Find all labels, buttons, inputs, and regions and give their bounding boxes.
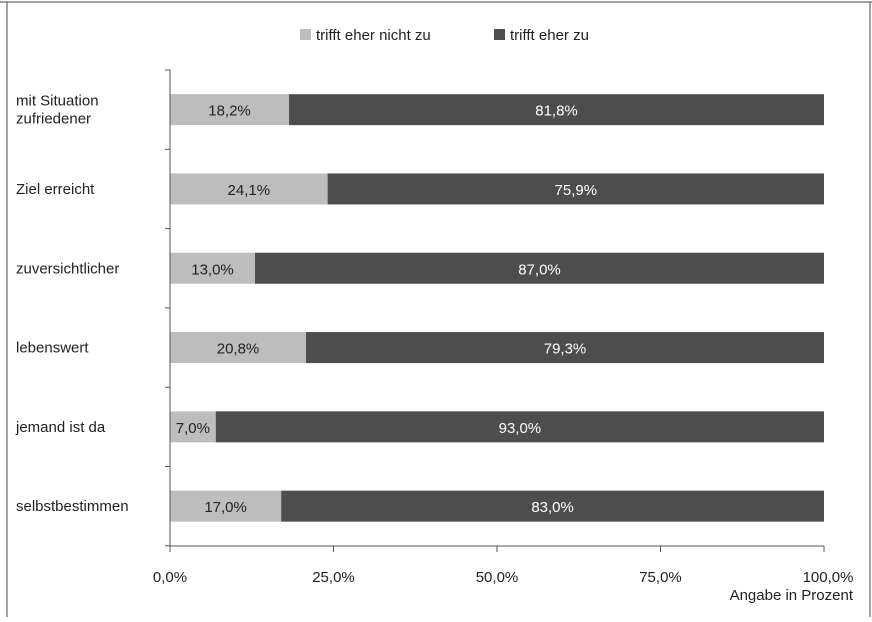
bar-value-label: 7,0%: [176, 420, 210, 437]
bar-segment: [170, 490, 282, 522]
legend: trifft eher nicht zu trifft eher zu: [300, 27, 589, 44]
x-tick-label: 0,0%: [153, 569, 187, 586]
bar-segment: [170, 332, 307, 364]
category-label: Ziel erreicht: [16, 181, 95, 198]
bar-value-label: 20,8%: [217, 341, 260, 358]
bar-value-label: 83,0%: [531, 499, 574, 516]
bar-segment: [170, 252, 256, 284]
bar-value-label: 13,0%: [191, 261, 234, 278]
bar-value-label: 79,3%: [544, 341, 587, 358]
bar-segment: [281, 490, 824, 522]
legend-label-nicht-zu: trifft eher nicht zu: [316, 27, 431, 44]
legend-swatch-zu: [494, 29, 505, 40]
category-label: mit Situation zufriedener: [16, 93, 99, 128]
x-tick-label: 75,0%: [639, 569, 682, 586]
legend-label-zu: trifft eher zu: [510, 27, 589, 44]
category-label: zuversichtlicher: [16, 260, 119, 277]
category-label: selbstbestimmen: [16, 498, 129, 515]
bars-group: 18,2% 81,8% 24,1% 75,9% 13,0% 87,0% 20,8% 79,3%…: [170, 94, 825, 522]
category-label: lebenswert: [16, 340, 89, 357]
bar-value-label: 93,0%: [499, 420, 542, 437]
bar-value-label: 81,8%: [535, 103, 578, 120]
bar-segment: [215, 411, 824, 443]
bar-value-label: 24,1%: [228, 182, 271, 199]
x-axis-title: Angabe in Prozent: [730, 587, 854, 604]
bar-value-label: 17,0%: [204, 499, 247, 516]
x-tick-label: 50,0%: [476, 569, 519, 586]
bar-value-label: 75,9%: [555, 182, 598, 199]
bar-segment: [170, 173, 328, 205]
bar-segment: [170, 94, 290, 126]
x-tick-label: 100,0%: [803, 569, 854, 586]
axes: 0,0% 25,0% 50,0% 75,0% 100,0%Angabe in Proze…: [153, 69, 854, 604]
bar-segment: [306, 332, 825, 364]
bar-segment: [170, 411, 216, 443]
bar-segment: [255, 252, 824, 284]
category-labels: mit Situation zufriedener Ziel erreicht zuv…: [15, 93, 129, 516]
category-label: jemand ist da: [15, 419, 106, 436]
bar-value-label: 87,0%: [518, 261, 561, 278]
bar-segment: [289, 94, 824, 126]
x-tick-label: 25,0%: [312, 569, 355, 586]
bar-value-label: 18,2%: [208, 103, 251, 120]
bar-segment: [327, 173, 824, 205]
legend-swatch-nicht-zu: [300, 29, 311, 40]
